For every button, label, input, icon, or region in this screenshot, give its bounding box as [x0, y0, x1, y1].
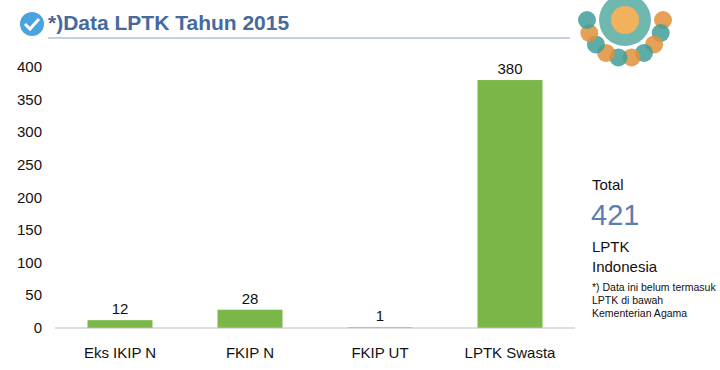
y-tick-label: 250	[17, 156, 42, 173]
x-tick-label: LPTK Swasta	[465, 344, 557, 361]
footnote: *) Data ini belum termasuk LPTK di bawah…	[592, 281, 720, 320]
ornament-petal	[578, 11, 596, 29]
y-tick-label: 300	[17, 123, 42, 140]
bar	[478, 80, 543, 328]
bar	[88, 320, 153, 328]
bar	[218, 310, 283, 328]
chart: *)Data LPTK Tahun 2015 0 50 100 150 200 250 300…	[0, 0, 720, 370]
x-tick-label: FKIP UT	[351, 344, 408, 361]
annotation: LPTK	[592, 238, 630, 255]
y-tick-label: 100	[17, 254, 42, 271]
title-icon-check	[25, 19, 39, 29]
y-tick-label: 400	[17, 58, 42, 75]
x-tick-label: FKIP N	[226, 344, 274, 361]
y-tick-label: 50	[25, 286, 42, 303]
annotation: 421	[591, 199, 639, 231]
annotation: Indonesia	[592, 258, 658, 275]
data-label: 28	[242, 290, 259, 307]
title-rule	[48, 38, 570, 39]
y-tick-label: 0	[34, 319, 42, 336]
data-label: 380	[497, 60, 522, 77]
data-label: 1	[376, 307, 384, 324]
ornament-center	[599, 0, 651, 46]
title-icon	[20, 12, 44, 36]
annotation: Total	[592, 176, 624, 193]
y-tick-label: 350	[17, 91, 42, 108]
x-tick-label: Eks IKIP N	[84, 344, 156, 361]
y-tick-label: 150	[17, 221, 42, 238]
data-label: 12	[112, 300, 129, 317]
ornament	[578, 0, 672, 66]
ornament-center	[611, 6, 639, 34]
title: *)Data LPTK Tahun 2015	[48, 11, 289, 34]
bars	[88, 80, 543, 328]
y-tick-label: 200	[17, 189, 42, 206]
x-axis-line	[55, 328, 575, 329]
